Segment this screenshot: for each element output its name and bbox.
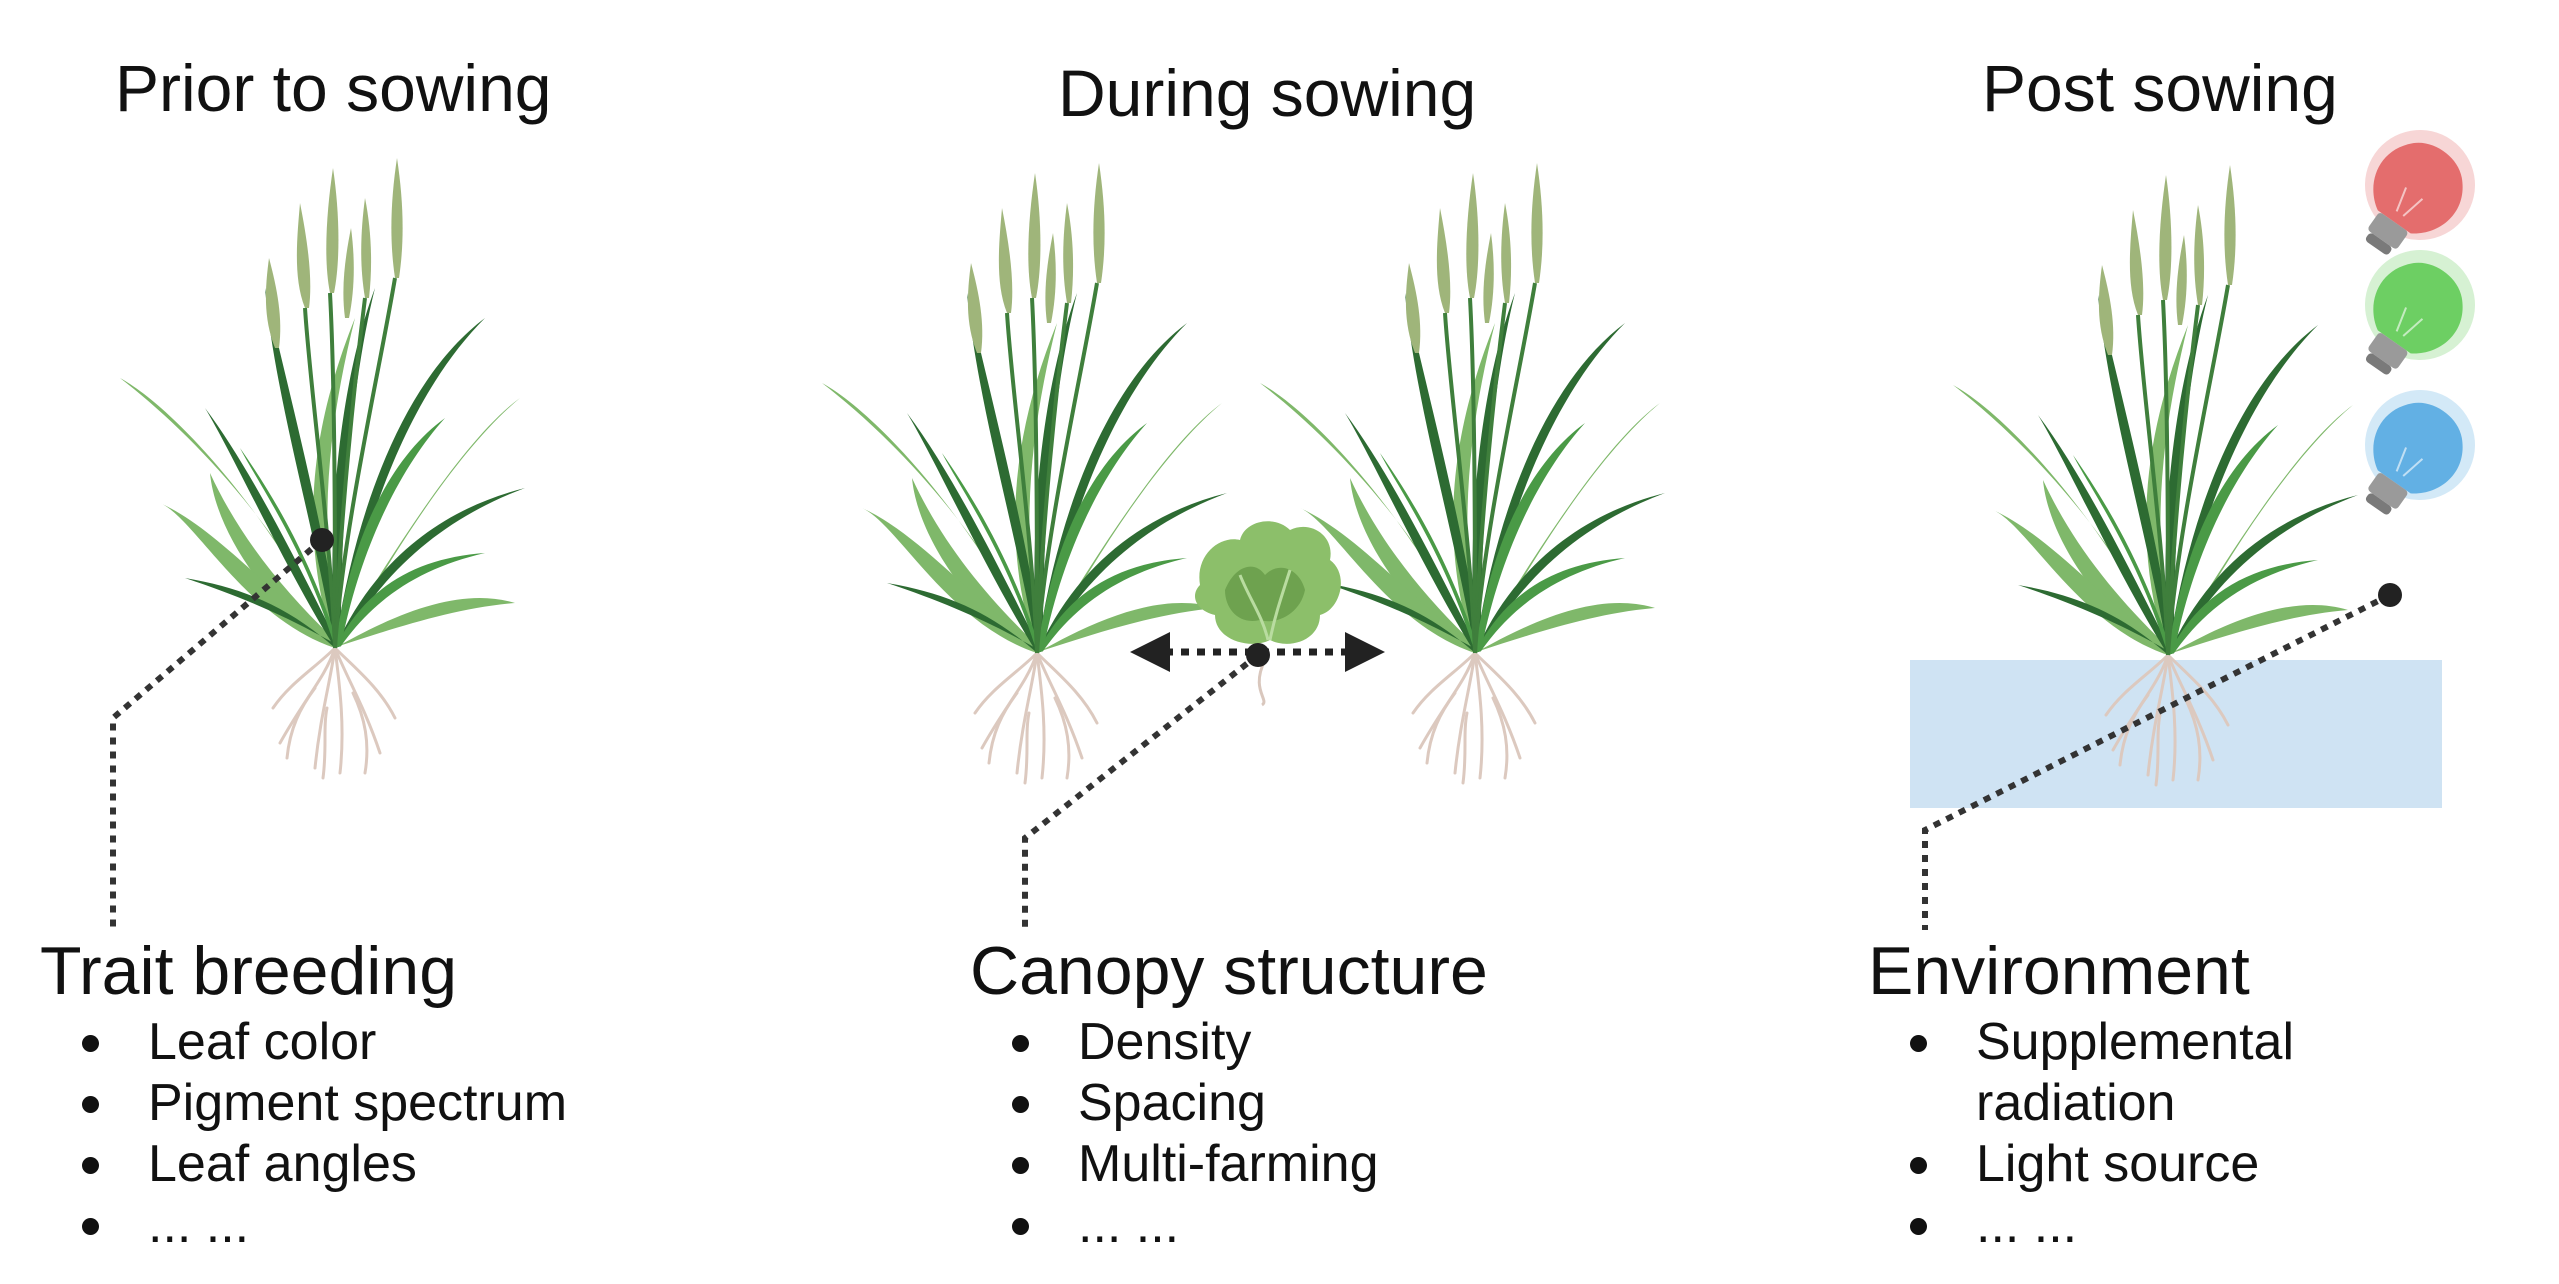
lettuce-icon — [1195, 521, 1341, 707]
plant-prior-icon — [118, 156, 527, 780]
list-canopy-structure: Density Spacing Multi-farming ... ... — [970, 1012, 1379, 1256]
list-item: Spacing — [970, 1073, 1379, 1134]
list-item: Leaf color — [40, 1012, 567, 1073]
heading-trait-breeding: Trait breeding — [40, 933, 458, 1009]
leader-line-post — [1922, 583, 2402, 930]
list-item-continuation: radiation — [1976, 1074, 2176, 1132]
list-trait-breeding: Leaf color Pigment spectrum Leaf angles … — [40, 1012, 567, 1256]
list-environment: Supplemental radiation Light source ... … — [1868, 1012, 2294, 1256]
list-item: Density — [970, 1012, 1379, 1073]
list-item: Multi-farming — [970, 1134, 1379, 1195]
column-title-post: Post sowing — [1982, 51, 2338, 125]
list-item: Pigment spectrum — [40, 1073, 567, 1134]
heading-environment: Environment — [1868, 933, 2250, 1009]
plant-during-right-icon — [1258, 161, 1667, 785]
list-item: ... ... — [40, 1195, 567, 1256]
list-item: Leaf angles — [40, 1134, 567, 1195]
heading-canopy-structure: Canopy structure — [970, 933, 1488, 1009]
column-title-prior: Prior to sowing — [115, 51, 552, 125]
light-bulb-blue-icon — [2329, 367, 2498, 541]
list-item: ... ... — [1868, 1195, 2294, 1256]
light-bulb-green-icon — [2329, 227, 2498, 401]
leader-line-prior — [110, 528, 334, 930]
list-item: Light source — [1868, 1134, 2294, 1195]
leader-line-during — [1022, 643, 1270, 930]
column-title-during: During sowing — [1058, 56, 1477, 130]
plant-during-left-icon — [820, 161, 1229, 785]
list-item: ... ... — [970, 1195, 1379, 1256]
double-arrow-icon — [1130, 632, 1385, 672]
list-item: Supplemental — [1868, 1012, 2294, 1073]
